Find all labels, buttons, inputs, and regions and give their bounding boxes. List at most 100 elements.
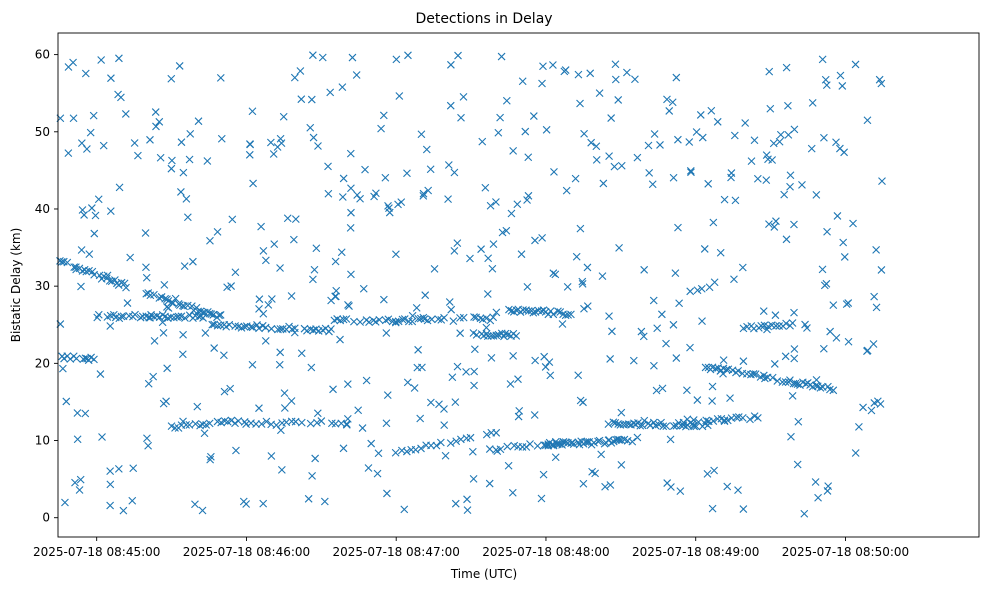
detection-marker bbox=[741, 119, 750, 127]
detection-marker bbox=[391, 318, 400, 327]
detection-marker bbox=[276, 325, 285, 333]
detection-marker bbox=[507, 209, 516, 218]
detection-marker bbox=[381, 316, 390, 325]
detection-marker bbox=[659, 422, 668, 431]
detection-marker bbox=[259, 499, 268, 508]
detection-marker bbox=[633, 433, 642, 442]
detection-marker bbox=[213, 321, 222, 330]
detection-marker bbox=[267, 324, 276, 333]
detection-marker bbox=[606, 355, 615, 363]
detection-marker bbox=[199, 314, 207, 322]
detection-marker bbox=[138, 312, 147, 321]
detection-marker bbox=[768, 156, 777, 164]
detection-marker bbox=[446, 439, 455, 448]
detection-marker bbox=[452, 437, 461, 446]
detection-marker bbox=[419, 191, 428, 200]
detection-marker bbox=[290, 73, 299, 82]
detection-marker bbox=[310, 265, 319, 274]
detection-marker bbox=[121, 110, 130, 118]
detection-marker bbox=[645, 169, 654, 177]
detection-marker bbox=[226, 384, 235, 393]
detection-marker bbox=[193, 402, 202, 411]
detection-marker bbox=[551, 453, 560, 462]
detection-marker bbox=[701, 363, 710, 372]
detection-marker bbox=[669, 320, 678, 329]
detection-marker bbox=[772, 217, 780, 226]
detection-marker bbox=[723, 482, 732, 491]
detection-marker bbox=[794, 417, 803, 426]
detection-marker bbox=[801, 320, 809, 329]
marker-layer bbox=[56, 51, 886, 518]
detection-marker bbox=[143, 434, 151, 443]
detection-marker bbox=[631, 75, 639, 84]
detection-marker bbox=[476, 314, 485, 323]
detection-marker bbox=[426, 165, 435, 174]
detection-marker bbox=[347, 184, 355, 193]
chart-title: Detections in Delay bbox=[415, 11, 552, 27]
detection-marker bbox=[119, 506, 128, 515]
detection-marker bbox=[609, 418, 618, 427]
detection-marker bbox=[753, 174, 762, 183]
detection-marker bbox=[526, 440, 534, 448]
detection-marker bbox=[412, 303, 421, 312]
detection-marker bbox=[766, 104, 775, 113]
detection-marker bbox=[517, 250, 526, 259]
detection-marker bbox=[798, 181, 806, 189]
detection-marker bbox=[381, 173, 390, 182]
detection-marker bbox=[331, 292, 340, 301]
detection-marker bbox=[751, 370, 760, 379]
detection-marker bbox=[509, 146, 518, 155]
detection-marker bbox=[231, 268, 240, 277]
detection-marker bbox=[483, 290, 492, 298]
detection-marker bbox=[782, 63, 791, 72]
detection-marker bbox=[312, 244, 321, 253]
detection-marker bbox=[440, 405, 448, 413]
detection-marker bbox=[257, 420, 266, 428]
detection-marker bbox=[710, 278, 719, 287]
x-tick-label: 2025-07-18 08:46:00 bbox=[183, 545, 310, 559]
detection-marker bbox=[826, 327, 835, 336]
detection-marker bbox=[640, 416, 649, 425]
detection-marker bbox=[216, 73, 225, 82]
detection-marker bbox=[523, 283, 532, 291]
detection-marker bbox=[374, 449, 383, 458]
detection-marker bbox=[159, 328, 168, 337]
detection-marker bbox=[485, 479, 494, 488]
detection-marker bbox=[617, 161, 626, 170]
y-axis-label: Bistatic Delay (km) bbox=[9, 228, 23, 343]
detection-marker bbox=[628, 437, 637, 446]
detection-marker bbox=[502, 96, 511, 105]
detection-marker bbox=[787, 432, 795, 441]
detection-marker bbox=[872, 245, 881, 254]
detection-marker bbox=[306, 123, 315, 132]
detection-marker bbox=[189, 257, 197, 266]
detection-marker bbox=[693, 396, 702, 404]
detection-marker bbox=[512, 331, 521, 340]
detection-marker bbox=[786, 171, 795, 180]
detection-marker bbox=[400, 315, 409, 323]
detection-marker bbox=[515, 406, 524, 415]
detection-marker bbox=[869, 340, 878, 348]
detection-marker bbox=[531, 356, 540, 365]
detection-marker bbox=[273, 143, 282, 151]
detection-marker bbox=[356, 194, 364, 203]
detection-marker bbox=[551, 270, 560, 279]
detection-marker bbox=[346, 223, 355, 232]
x-tick-label: 2025-07-18 08:48:00 bbox=[482, 545, 609, 559]
detection-marker bbox=[248, 323, 257, 332]
detection-marker bbox=[615, 243, 623, 252]
detection-marker bbox=[62, 397, 71, 406]
detection-marker bbox=[776, 130, 785, 139]
detection-marker bbox=[731, 196, 740, 205]
detection-marker bbox=[345, 302, 353, 310]
detection-marker bbox=[261, 336, 270, 345]
detection-marker bbox=[863, 347, 871, 356]
detection-marker bbox=[203, 157, 212, 165]
detection-marker bbox=[873, 397, 882, 406]
detection-marker bbox=[69, 114, 78, 123]
detection-marker bbox=[587, 138, 596, 147]
detection-marker bbox=[872, 303, 881, 312]
detection-marker bbox=[377, 124, 385, 133]
detection-marker bbox=[107, 74, 115, 83]
detection-marker bbox=[637, 327, 646, 336]
